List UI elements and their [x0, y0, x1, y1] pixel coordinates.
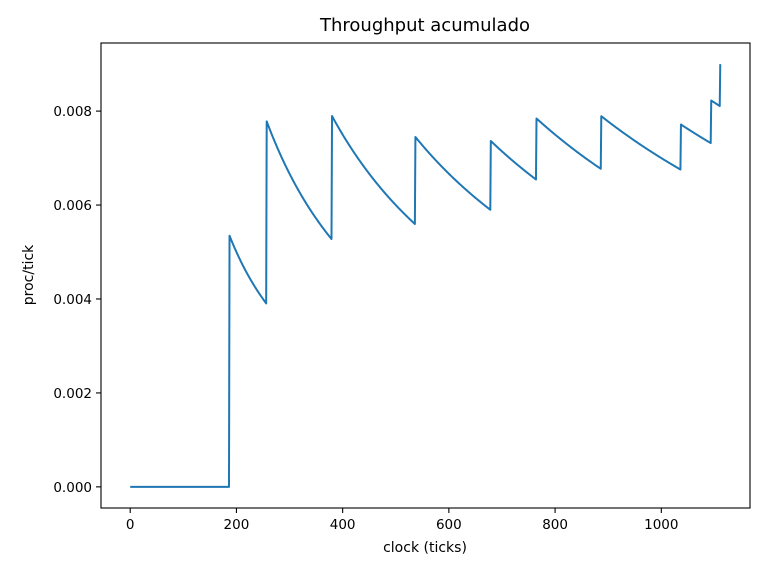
x-axis-label: clock (ticks) [383, 540, 467, 556]
plot-area [129, 64, 722, 488]
y-axis-label: proc/tick [21, 244, 37, 305]
y-axis: 0.000 0.002 0.004 0.006 0.008 [53, 104, 101, 496]
y-tick-label: 0.006 [53, 198, 92, 214]
x-tick-label: 800 [542, 517, 568, 533]
x-tick-label: 200 [224, 517, 250, 533]
x-tick-label: 600 [436, 517, 462, 533]
y-tick-label: 0.004 [53, 292, 92, 308]
series-line [129, 64, 722, 488]
y-tick-label: 0.008 [53, 104, 92, 120]
x-axis: 0 200 400 600 800 1000 [126, 508, 678, 533]
axes-frame [100, 42, 751, 509]
chart-title: Throughput acumulado [319, 15, 530, 36]
x-tick-label: 400 [330, 517, 356, 533]
y-tick-label: 0.000 [53, 480, 92, 496]
y-tick-label: 0.002 [53, 386, 92, 402]
x-tick-label: 0 [126, 517, 135, 533]
x-tick-label: 1000 [644, 517, 678, 533]
